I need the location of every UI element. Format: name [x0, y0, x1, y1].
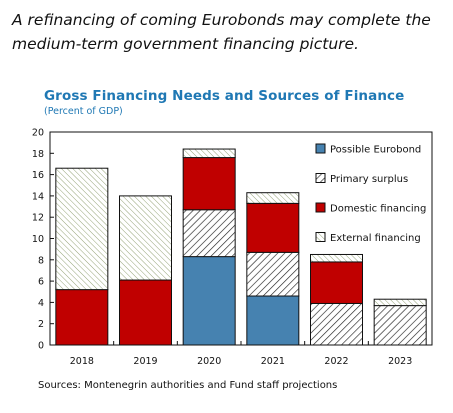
- x-tick-label: 2022: [324, 356, 348, 367]
- bar-domestic-financing-2021: [246, 202, 300, 253]
- x-tick-label: 2018: [70, 356, 94, 367]
- y-tick-label: 20: [32, 128, 44, 139]
- y-tick-label: 14: [32, 191, 44, 202]
- bar-external-financing-2022: [310, 253, 363, 263]
- bar-domestic-financing-2022: [310, 261, 363, 304]
- chart-title: Gross Financing Needs and Sources of Fin…: [44, 88, 405, 104]
- legend-swatch-external-financing: [315, 232, 326, 242]
- legend-label-primary-surplus: Primary surplus: [330, 174, 408, 185]
- bar-primary-surplus-2023: [373, 305, 427, 346]
- chart-subtitle: (Percent of GDP): [44, 106, 123, 117]
- y-tick-label: 12: [32, 213, 44, 224]
- bar-domestic-financing-2018: [55, 289, 109, 346]
- y-tick-label: 16: [32, 170, 44, 181]
- legend-label-external-financing: External financing: [330, 233, 421, 244]
- bar-possible-eurobond-2021: [246, 295, 300, 346]
- bar-possible-eurobond-2020: [182, 256, 236, 346]
- x-tick-label: 2023: [388, 356, 412, 367]
- bar-primary-surplus-2022: [310, 302, 363, 346]
- source-note: Sources: Montenegrin authorities and Fun…: [38, 380, 338, 391]
- legend-label-possible-eurobond: Possible Eurobond: [330, 145, 421, 156]
- x-axis: 2018 2019 2020 2021 2022 2023: [70, 341, 412, 367]
- bar-primary-surplus-2020: [182, 209, 236, 258]
- legend: Possible Eurobond Primary surplus Domestic…: [315, 143, 426, 244]
- y-tick-label: 10: [32, 234, 44, 245]
- legend-swatch-domestic-financing: [315, 202, 326, 213]
- y-tick-label: 4: [38, 298, 44, 309]
- x-tick-label: 2020: [197, 356, 221, 367]
- legend-label-domestic-financing: Domestic financing: [330, 204, 426, 215]
- x-tick-label: 2019: [133, 356, 157, 367]
- y-tick-label: 8: [38, 255, 44, 266]
- y-tick-label: 2: [38, 319, 44, 330]
- bar-primary-surplus-2021: [246, 251, 300, 297]
- legend-swatch-primary-surplus: [315, 173, 326, 183]
- bar-domestic-financing-2019: [119, 279, 172, 346]
- y-axis: 0 2 4 6 8 10 12 14 16 18 20: [32, 128, 54, 352]
- bar-external-financing-2021: [246, 192, 300, 204]
- y-tick-label: 6: [38, 277, 44, 288]
- y-tick-label: 18: [32, 149, 44, 160]
- bar-external-financing-2020: [182, 148, 236, 159]
- bar-domestic-financing-2020: [182, 157, 236, 211]
- legend-swatch-possible-eurobond: [315, 143, 326, 154]
- x-tick-label: 2021: [261, 356, 285, 367]
- bar-external-financing-2018: [55, 167, 109, 291]
- bar-external-financing-2023: [373, 298, 427, 307]
- figure-caption: A refinancing of coming Eurobonds may co…: [12, 11, 431, 53]
- y-tick-label: 0: [38, 341, 44, 352]
- bars: [55, 148, 427, 346]
- bar-external-financing-2019: [119, 195, 172, 281]
